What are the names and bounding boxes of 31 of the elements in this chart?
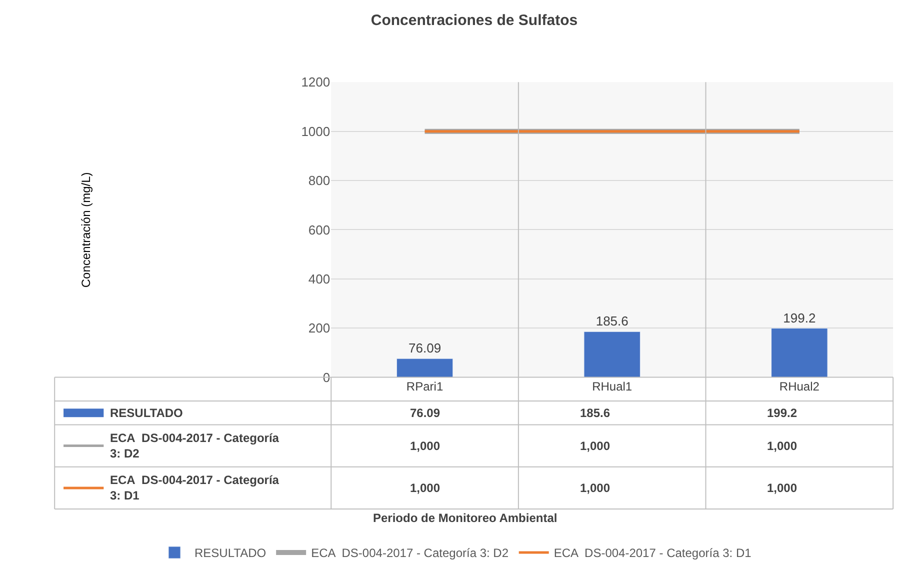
data-label: 1,000 (767, 439, 798, 453)
x-tick-label: RHual2 (779, 379, 820, 394)
text: Concentración (mg/L) (79, 172, 94, 288)
text: 76.09 (408, 340, 442, 356)
data-label: 76.09 (410, 406, 440, 420)
y-tick-label: 600 (308, 222, 330, 238)
y-tick-label: 1200 (301, 74, 330, 90)
text: Periodo de Monitoreo Ambiental (373, 511, 558, 525)
data-label: 1,000 (410, 481, 440, 495)
x-tick-label: RHual1 (592, 379, 632, 394)
y-tick-label: 1000 (301, 124, 330, 139)
text: RESULTADO (110, 406, 183, 420)
data-label: 199.2 (767, 406, 798, 420)
text: 185.6 (596, 314, 628, 329)
data-label: 1,000 (410, 439, 440, 453)
data-label: 185.6 (580, 406, 610, 420)
data-label: 1,000 (767, 481, 798, 495)
text: ECA DS-004-2017 - Categoría 3: D2 (311, 546, 509, 560)
y-tick-label: 200 (308, 320, 330, 336)
legend-label: RESULTADO (194, 546, 266, 560)
y-tick-label: 0 (322, 370, 330, 385)
y-tick-label: 400 (308, 271, 330, 286)
y-tick-label: 800 (308, 173, 330, 188)
x-tick-label: RPari1 (406, 379, 444, 394)
text: ECA DS-004-2017 - Categoría 3: D1 (554, 546, 752, 560)
data-label: 1,000 (580, 481, 610, 495)
legend-label: ECA DS-004-2017 - Categoría 3: D2 (110, 431, 280, 461)
data-label: 1,000 (580, 439, 610, 453)
text: 199.2 (783, 310, 816, 326)
chart-title: Concentraciones de Sulfatos (370, 12, 578, 30)
legend-label: ECA DS-004-2017 - Categoría 3: D1 (110, 473, 280, 503)
